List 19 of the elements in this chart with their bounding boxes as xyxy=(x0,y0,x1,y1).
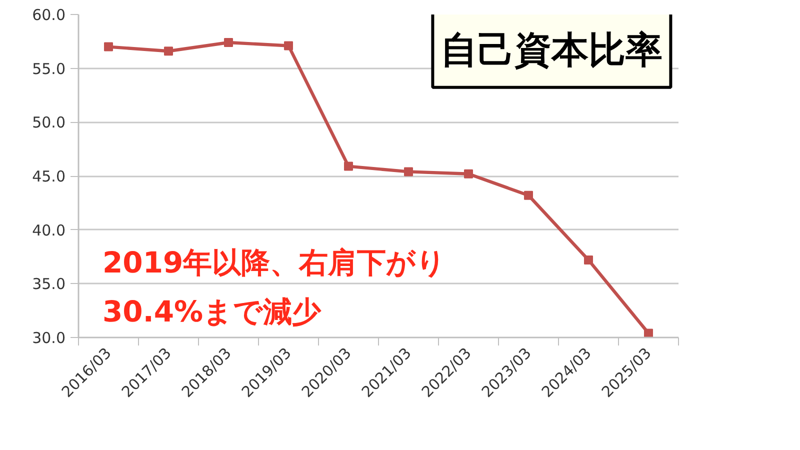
chart-title: 自己資本比率 xyxy=(440,28,663,72)
y-tick-label: 30.0 xyxy=(32,329,66,347)
point xyxy=(524,190,533,200)
point xyxy=(164,46,173,56)
annotation: 2019年以降、右肩下がり 30.4%まで減少 xyxy=(102,245,446,329)
point xyxy=(464,169,473,178)
y-tick-label: 35.0 xyxy=(32,275,66,294)
point xyxy=(104,42,113,52)
y-tick-label: 50.0 xyxy=(32,114,66,132)
y-tick-label: 55.0 xyxy=(32,60,66,78)
point xyxy=(584,255,593,264)
y-tick-label: 60.0 xyxy=(32,6,66,24)
y-tick-label: 45.0 xyxy=(32,168,66,186)
point xyxy=(344,162,353,171)
point xyxy=(284,41,293,50)
point xyxy=(644,328,653,338)
point xyxy=(224,38,233,47)
point xyxy=(404,167,413,176)
y-tick-label: 40.0 xyxy=(32,221,66,240)
